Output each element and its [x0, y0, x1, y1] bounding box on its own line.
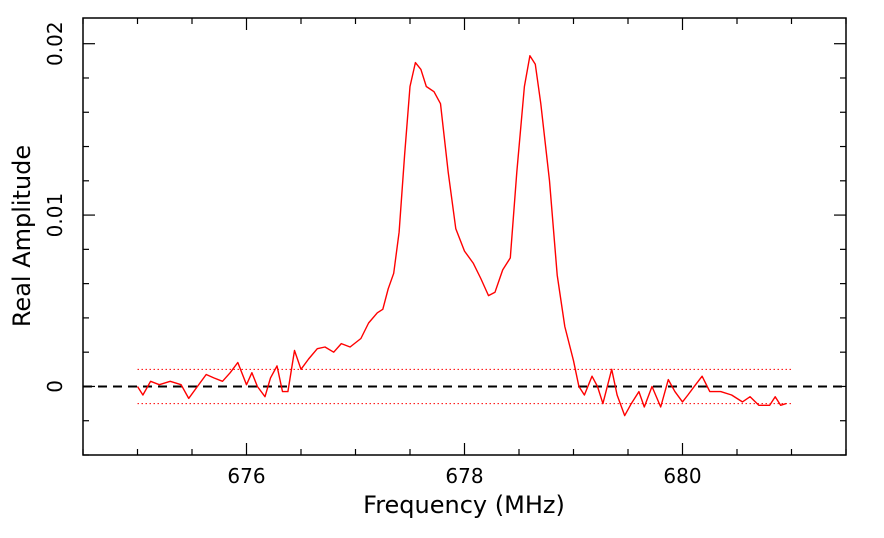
y-axis-title: Real Amplitude: [8, 145, 36, 327]
spectrum-series-line: [136, 55, 787, 417]
x-axis-title: Frequency (MHz): [363, 491, 565, 519]
y-tick-label: 0.02: [43, 21, 67, 66]
reference-lines: [83, 368, 846, 405]
x-tick-label: 680: [663, 464, 701, 488]
x-tick-label: 678: [445, 464, 483, 488]
plot-frame: [82, 17, 847, 456]
x-tick-label: 676: [227, 464, 265, 488]
y-tick-label: 0.01: [43, 193, 67, 238]
series-layer: [136, 55, 787, 417]
tick-labels: 676 678 680 0 0.01 0.02: [43, 21, 702, 488]
y-tick-label: 0: [43, 380, 67, 393]
axis-ticks: [82, 18, 847, 456]
